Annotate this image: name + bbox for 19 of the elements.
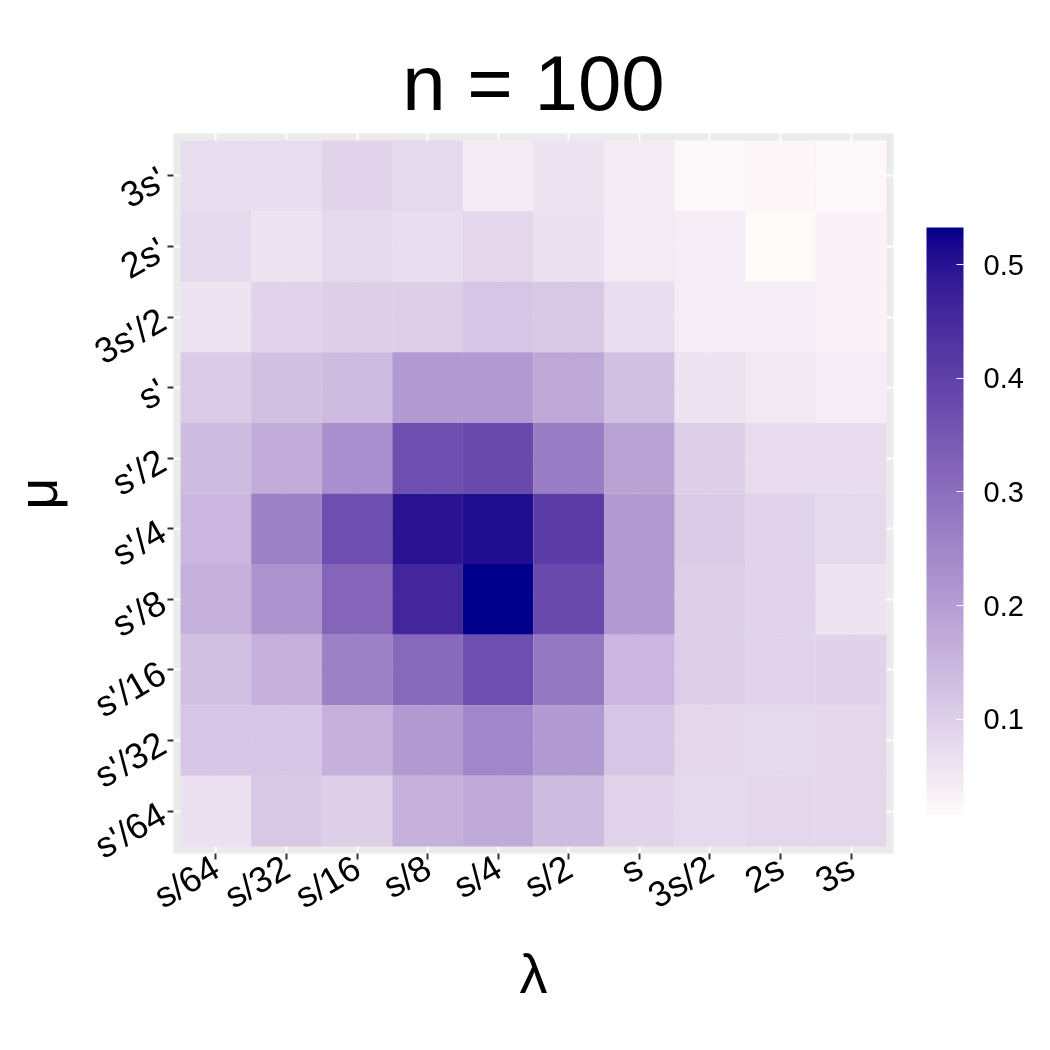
x-tick-label: s	[613, 846, 650, 892]
color-bar-label: 0.1	[983, 703, 1024, 736]
chart-title: n = 100	[402, 38, 665, 127]
x-tick-label: 2s	[737, 846, 791, 902]
color-bar-label: 0.4	[983, 362, 1024, 395]
y-tick-label: s'/4	[104, 511, 173, 574]
x-tick-label: s/4	[446, 846, 509, 907]
color-bar-label: 0.2	[983, 589, 1024, 622]
y-tick-label: 2s'	[113, 228, 173, 287]
color-bar-label: 0.5	[983, 248, 1024, 281]
y-tick-label: s'/8	[104, 581, 173, 645]
y-tick-label: 3s'	[113, 158, 173, 217]
x-axis-title: λ	[519, 942, 548, 1006]
y-tick-label: s'/2	[104, 440, 173, 504]
y-axis-title: μ	[6, 477, 70, 510]
x-tick-label: s/8	[375, 846, 438, 907]
x-tick-label: 3s	[807, 846, 862, 902]
color-bar-label: 0.3	[983, 475, 1024, 508]
x-tick-label: s/2	[516, 846, 580, 907]
